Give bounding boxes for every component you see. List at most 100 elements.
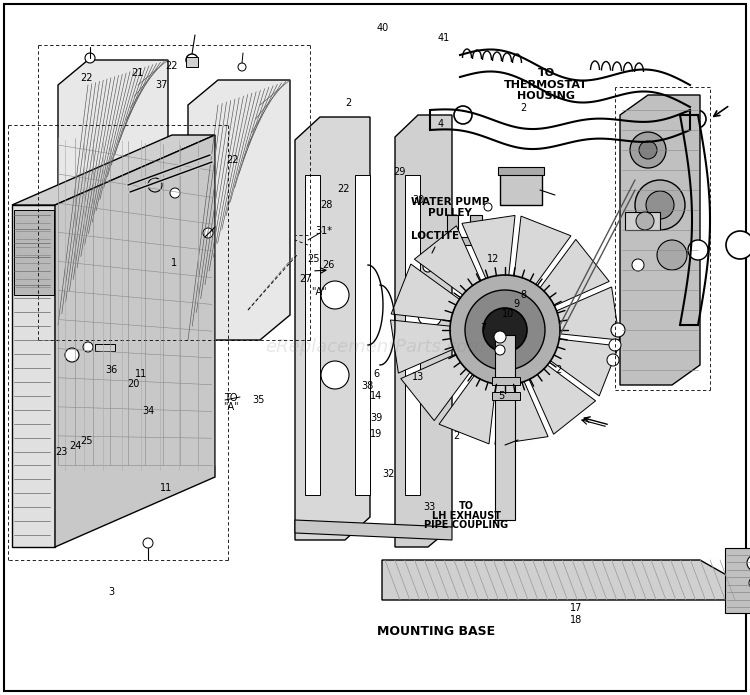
- Text: 18: 18: [570, 615, 582, 625]
- Text: WATER PUMP: WATER PUMP: [411, 197, 489, 206]
- Polygon shape: [518, 239, 609, 321]
- Circle shape: [409, 283, 427, 301]
- Text: 30: 30: [413, 195, 424, 205]
- Text: 25: 25: [80, 436, 92, 446]
- Polygon shape: [12, 135, 215, 205]
- Text: 22: 22: [80, 73, 92, 83]
- Polygon shape: [520, 335, 619, 396]
- Text: eReplacementParts.com: eReplacementParts.com: [265, 338, 485, 356]
- Circle shape: [203, 228, 213, 238]
- Circle shape: [238, 63, 246, 71]
- Bar: [305, 175, 320, 495]
- Circle shape: [148, 178, 162, 192]
- Polygon shape: [382, 560, 730, 600]
- Circle shape: [186, 54, 198, 66]
- Text: 2: 2: [346, 98, 352, 108]
- Bar: [625, 212, 660, 230]
- Text: 10: 10: [503, 309, 515, 319]
- Text: 32: 32: [382, 469, 394, 479]
- Circle shape: [646, 191, 674, 219]
- Text: 4: 4: [438, 119, 444, 129]
- Bar: [492, 392, 520, 400]
- Text: 2: 2: [556, 365, 562, 375]
- Circle shape: [65, 348, 79, 362]
- Text: TO: TO: [224, 393, 238, 402]
- Text: 3: 3: [108, 587, 114, 597]
- Polygon shape: [510, 216, 571, 314]
- Bar: [495, 335, 515, 520]
- Polygon shape: [415, 226, 496, 317]
- Circle shape: [495, 345, 505, 355]
- Bar: [14, 210, 54, 295]
- Polygon shape: [439, 345, 500, 444]
- Bar: [186, 57, 198, 67]
- Text: 19: 19: [370, 430, 382, 439]
- Text: LOCTITE: LOCTITE: [411, 231, 459, 241]
- Text: THERMOSTAT: THERMOSTAT: [504, 80, 588, 90]
- Polygon shape: [447, 215, 482, 245]
- Text: 31*: 31*: [316, 226, 332, 236]
- Circle shape: [749, 577, 750, 589]
- Circle shape: [83, 342, 93, 352]
- Polygon shape: [188, 80, 290, 340]
- Circle shape: [657, 240, 687, 270]
- Circle shape: [632, 259, 644, 271]
- Circle shape: [635, 180, 685, 230]
- Circle shape: [636, 212, 654, 230]
- Circle shape: [321, 281, 349, 309]
- Circle shape: [607, 354, 619, 366]
- Circle shape: [441, 271, 449, 279]
- Circle shape: [454, 106, 472, 124]
- Text: 24: 24: [69, 441, 81, 451]
- Circle shape: [494, 331, 506, 343]
- Text: 28: 28: [320, 200, 332, 210]
- Text: TO: TO: [459, 501, 474, 511]
- Circle shape: [630, 132, 666, 168]
- Polygon shape: [400, 339, 492, 420]
- Bar: [405, 175, 420, 495]
- Polygon shape: [12, 205, 55, 547]
- Text: 11: 11: [160, 483, 172, 493]
- Text: 8: 8: [520, 291, 526, 300]
- Text: 26: 26: [322, 261, 334, 270]
- Text: 12: 12: [488, 254, 500, 263]
- Text: 39: 39: [370, 414, 382, 423]
- Circle shape: [170, 188, 180, 198]
- Circle shape: [414, 288, 422, 296]
- Polygon shape: [391, 264, 490, 325]
- Text: 22: 22: [226, 155, 238, 165]
- Text: 2: 2: [453, 432, 459, 441]
- Text: TO: TO: [538, 68, 554, 78]
- Text: 36: 36: [105, 365, 117, 375]
- Polygon shape: [58, 60, 168, 325]
- Text: 17: 17: [570, 603, 582, 613]
- Text: 11: 11: [135, 369, 147, 379]
- Text: 33: 33: [423, 502, 435, 512]
- Text: 22: 22: [338, 184, 350, 194]
- Text: 23: 23: [56, 447, 68, 457]
- Polygon shape: [391, 320, 488, 373]
- Text: 29: 29: [393, 167, 405, 177]
- Bar: [95, 344, 115, 351]
- Text: 13: 13: [413, 372, 424, 382]
- Text: 6: 6: [374, 369, 380, 379]
- Bar: [498, 167, 544, 175]
- Polygon shape: [395, 115, 452, 547]
- Polygon shape: [295, 117, 370, 540]
- Text: 1: 1: [171, 258, 177, 268]
- Bar: [500, 173, 542, 205]
- Text: HOUSING: HOUSING: [517, 91, 575, 101]
- Circle shape: [609, 339, 621, 351]
- Text: 25: 25: [308, 254, 320, 263]
- Circle shape: [143, 538, 153, 548]
- Text: 41: 41: [438, 33, 450, 43]
- Text: 22: 22: [165, 61, 177, 71]
- Text: 7: 7: [481, 323, 487, 333]
- Circle shape: [688, 240, 708, 260]
- Polygon shape: [495, 348, 548, 445]
- Bar: [492, 377, 520, 385]
- Bar: [725, 548, 750, 613]
- Circle shape: [450, 275, 560, 385]
- Text: 5: 5: [498, 391, 504, 401]
- Circle shape: [726, 231, 750, 259]
